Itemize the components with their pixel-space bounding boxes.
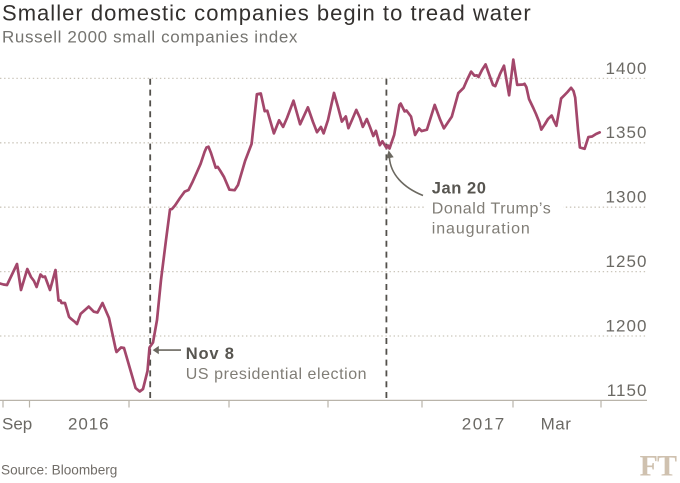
svg-text:1300: 1300	[605, 188, 647, 207]
svg-text:2017: 2017	[462, 414, 506, 433]
svg-text:inauguration: inauguration	[432, 220, 531, 237]
svg-text:Russell 2000 small companies i: Russell 2000 small companies index	[2, 27, 298, 46]
svg-text:1400: 1400	[605, 59, 647, 78]
svg-text:Sep: Sep	[2, 414, 32, 433]
svg-text:FT: FT	[640, 449, 677, 478]
svg-text:Nov 8: Nov 8	[186, 345, 235, 363]
svg-text:Jan 20: Jan 20	[432, 180, 487, 198]
svg-text:US presidential election: US presidential election	[186, 366, 367, 383]
svg-text:1150: 1150	[607, 381, 648, 400]
svg-text:1250: 1250	[605, 252, 647, 271]
svg-text:Mar: Mar	[541, 414, 572, 433]
svg-text:Source: Bloomberg: Source: Bloomberg	[1, 463, 117, 478]
svg-text:1200: 1200	[605, 316, 647, 335]
svg-text:1350: 1350	[605, 123, 647, 142]
svg-text:Donald Trump’s: Donald Trump’s	[432, 200, 551, 217]
svg-text:2016: 2016	[68, 414, 109, 433]
svg-text:Smaller domestic companies beg: Smaller domestic companies begin to trea…	[2, 0, 532, 25]
